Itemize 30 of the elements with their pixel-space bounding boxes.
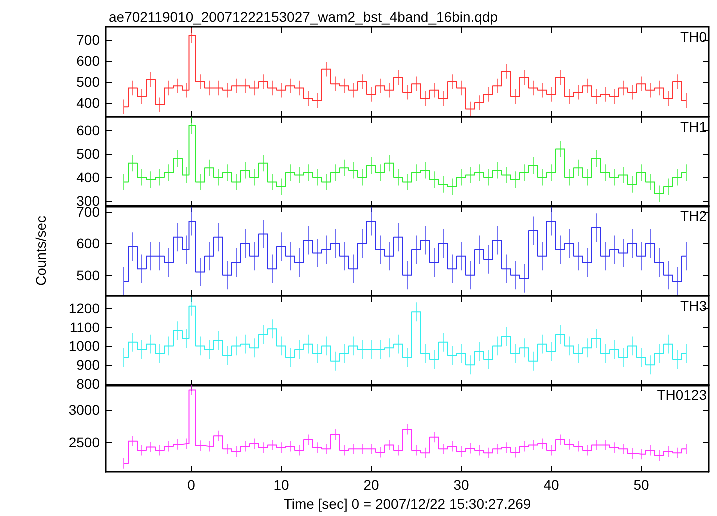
y-tick-label: 2500 — [68, 435, 100, 452]
y-tick-label: 600 — [76, 52, 100, 69]
y-tick-label: 1100 — [70, 319, 100, 336]
chart-title: ae702119010_20071222153027_wam2_bst_4band_16bin.qdp — [109, 9, 498, 25]
y-tick-label: 3000 — [68, 402, 100, 418]
annotation: TH1 — [680, 118, 708, 135]
x-axis-title: Time [sec] 0 = 2007/12/22 15:30:27.269 — [284, 496, 532, 512]
x-tick-label: 20 — [364, 477, 380, 494]
y-tick-label: 500 — [76, 146, 100, 162]
y-tick-label: 1200 — [68, 300, 100, 316]
x-tick-label: 30 — [454, 477, 470, 494]
annotation: TH3 — [680, 298, 708, 314]
x-tick-label: 0 — [188, 477, 196, 494]
y-tick-label: 600 — [76, 236, 100, 252]
y-tick-label: 600 — [76, 122, 100, 138]
y-tick-label: 400 — [76, 94, 100, 111]
y-tick-label: 400 — [76, 169, 100, 186]
y-tick-label: 500 — [76, 74, 100, 90]
y-tick-label: 500 — [76, 268, 100, 284]
y-tick-label: 700 — [76, 32, 100, 48]
annotation: TH2 — [680, 208, 708, 224]
y-tick-label: 800 — [76, 376, 100, 392]
x-tick-label: 50 — [634, 477, 650, 494]
y-tick-label: 900 — [76, 356, 100, 373]
y-tick-label: 1000 — [68, 338, 100, 354]
x-tick-label: 10 — [274, 477, 290, 494]
annotation: TH0 — [680, 29, 708, 45]
y-axis-title: Counts/sec — [33, 216, 49, 286]
x-tick-label: 40 — [544, 477, 560, 494]
annotation: TH0123 — [657, 387, 708, 404]
